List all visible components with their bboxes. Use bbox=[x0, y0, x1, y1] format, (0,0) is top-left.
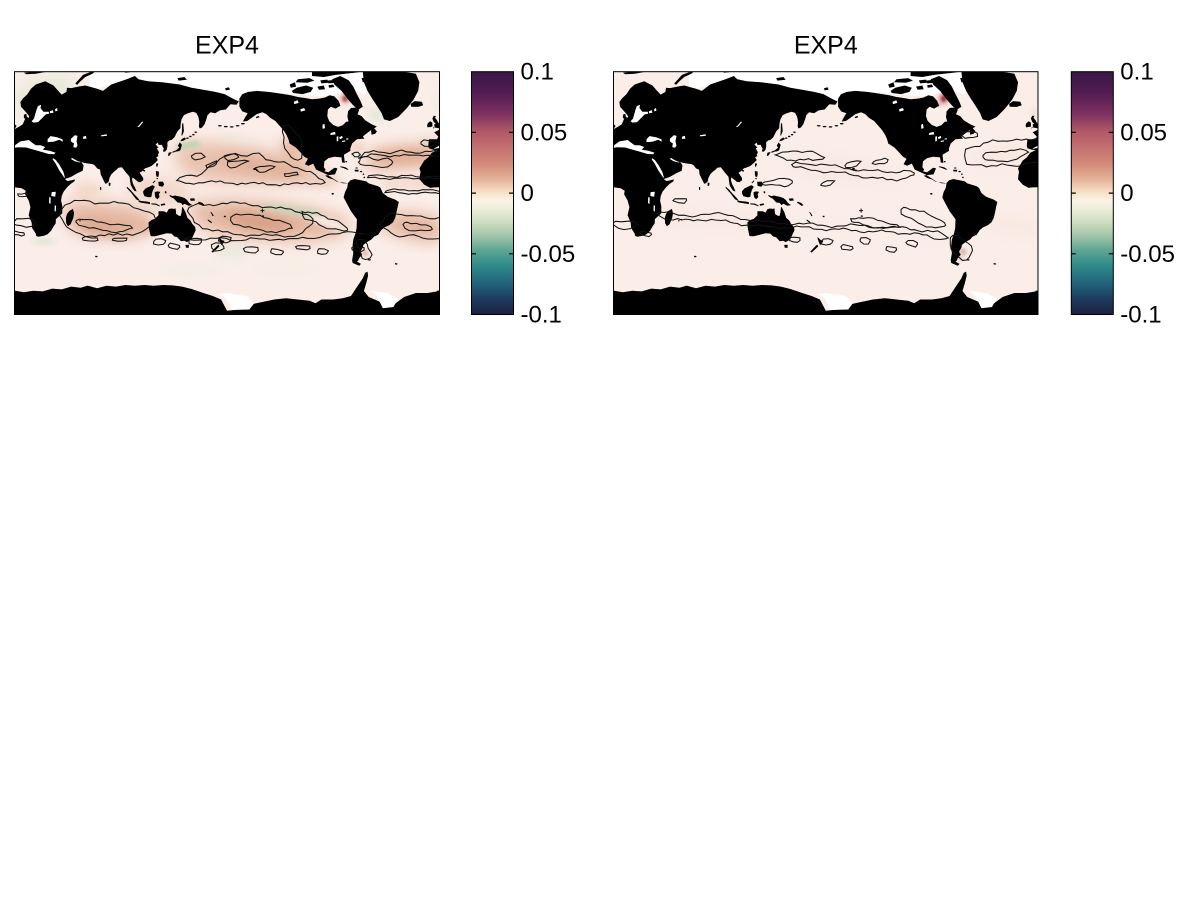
svg-text:-0.1: -0.1 bbox=[521, 302, 562, 329]
svg-text:-0.05: -0.05 bbox=[521, 241, 576, 268]
svg-text:EXP4: EXP4 bbox=[195, 32, 259, 60]
svg-text:0: 0 bbox=[521, 180, 534, 207]
svg-text:0.1: 0.1 bbox=[521, 59, 554, 86]
svg-text:0.1: 0.1 bbox=[1120, 59, 1153, 86]
svg-text:EXP4: EXP4 bbox=[794, 32, 858, 60]
svg-text:0: 0 bbox=[1120, 180, 1133, 207]
svg-text:-0.05: -0.05 bbox=[1120, 241, 1175, 268]
svg-text:0.05: 0.05 bbox=[521, 119, 568, 146]
svg-text:0.05: 0.05 bbox=[1120, 119, 1167, 146]
svg-text:-0.1: -0.1 bbox=[1120, 302, 1161, 329]
